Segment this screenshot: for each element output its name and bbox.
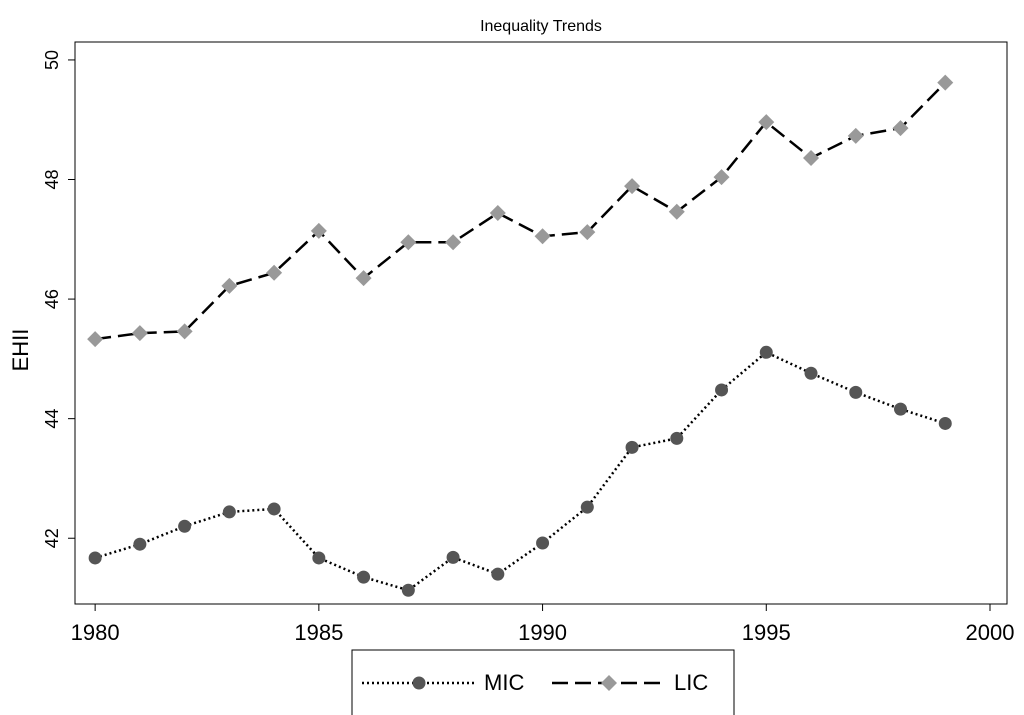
marker — [491, 567, 505, 581]
x-tick-label: 1980 — [71, 620, 120, 645]
marker — [88, 551, 102, 565]
marker — [266, 264, 283, 281]
x-tick-label: 1985 — [294, 620, 343, 645]
marker — [267, 502, 281, 516]
legend-label: LIC — [674, 670, 708, 695]
y-tick-label: 46 — [42, 289, 62, 309]
y-tick-label: 44 — [42, 409, 62, 429]
y-tick-label: 48 — [42, 169, 62, 189]
marker — [580, 500, 594, 514]
marker — [804, 366, 818, 380]
marker — [355, 270, 372, 287]
marker — [713, 169, 730, 186]
marker — [534, 228, 551, 245]
marker — [400, 234, 417, 251]
marker — [892, 120, 909, 137]
marker — [222, 505, 236, 519]
marker — [401, 583, 415, 597]
marker — [715, 383, 729, 397]
marker — [221, 277, 238, 294]
marker — [445, 234, 462, 251]
marker — [894, 402, 908, 416]
marker — [624, 178, 641, 195]
marker — [131, 325, 148, 342]
marker — [412, 676, 426, 690]
marker — [849, 385, 863, 399]
chart-title: Inequality Trends — [480, 18, 602, 35]
marker — [803, 149, 820, 166]
marker — [668, 203, 685, 220]
marker — [937, 74, 954, 91]
marker — [133, 537, 147, 551]
marker — [625, 440, 639, 454]
series-line — [94, 81, 947, 341]
marker — [758, 114, 775, 131]
y-axis-label: EHII — [8, 329, 33, 372]
marker — [579, 224, 596, 241]
plot-area — [74, 41, 1008, 605]
marker — [536, 536, 550, 550]
marker — [357, 570, 371, 584]
marker — [176, 323, 193, 340]
marker — [601, 675, 617, 691]
marker — [178, 519, 192, 533]
legend: MIC LIC — [351, 649, 735, 715]
marker — [489, 204, 506, 221]
marker — [759, 345, 773, 359]
x-tick-label: 2000 — [966, 620, 1015, 645]
x-tick-label: 1995 — [742, 620, 791, 645]
y-tick-label: 42 — [42, 528, 62, 548]
legend-label: MIC — [484, 670, 524, 695]
x-tick-label: 1990 — [518, 620, 567, 645]
y-tick-label: 50 — [42, 50, 62, 70]
marker — [87, 331, 104, 348]
marker — [310, 222, 327, 239]
marker — [446, 550, 460, 564]
marker — [847, 127, 864, 144]
marker — [938, 416, 952, 430]
marker — [670, 431, 684, 445]
marker — [312, 551, 326, 565]
